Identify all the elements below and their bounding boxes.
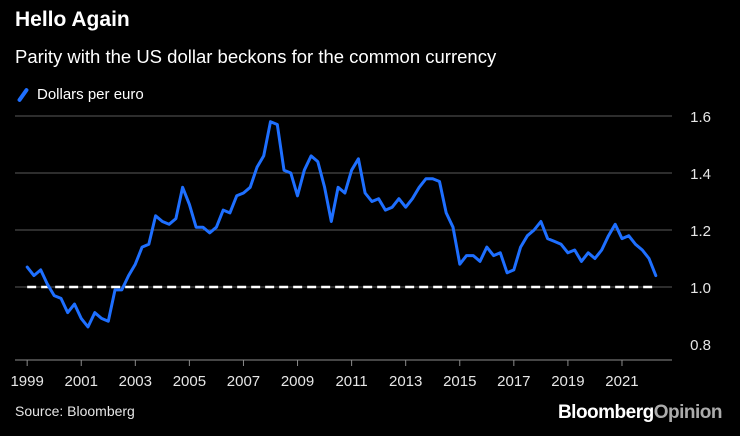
legend-label: Dollars per euro — [37, 86, 144, 103]
chart-title: Hello Again — [15, 8, 130, 31]
x-tick-label: 2001 — [65, 373, 98, 390]
y-tick-label: 0.8 — [690, 337, 711, 354]
grid — [15, 115, 672, 288]
brand-logo: BloombergOpinion — [557, 402, 723, 424]
brand-suffix: Opinion — [653, 402, 723, 423]
chart-subtitle: Parity with the US dollar beckons for th… — [15, 46, 497, 67]
x-tick-label: 2021 — [605, 373, 638, 390]
brand-name: Bloomberg — [557, 402, 654, 423]
x-tick-label: 2009 — [281, 373, 314, 390]
y-tick-label: 1.4 — [690, 166, 711, 183]
x-tick-label: 2005 — [173, 373, 206, 390]
y-tick-label: 1.6 — [690, 109, 711, 126]
x-tick-label: 2015 — [443, 373, 476, 390]
series-line-dollars-per-euro — [25, 120, 658, 329]
series-group — [25, 120, 658, 329]
source-note: Source: Bloomberg — [15, 403, 135, 419]
x-tick-label: 2017 — [497, 373, 530, 390]
y-tick-label: 1.2 — [690, 223, 711, 240]
x-tick-label: 2013 — [389, 373, 422, 390]
x-tick-label: 2011 — [335, 373, 367, 390]
x-tick-label: 2007 — [227, 373, 260, 390]
x-tick-label: 1999 — [10, 373, 43, 390]
x-tick-label: 2019 — [551, 373, 584, 390]
x-tick-label: 2003 — [119, 373, 152, 390]
x-axis: 1999 2001 2003 2005 2007 2009 2011 2013 2015 2017… — [10, 359, 672, 390]
y-tick-label: 1.0 — [690, 280, 711, 297]
legend: Dollars per euro — [15, 86, 144, 103]
y-axis: 0.8 1.0 1.2 1.4 1.6 — [690, 109, 711, 354]
